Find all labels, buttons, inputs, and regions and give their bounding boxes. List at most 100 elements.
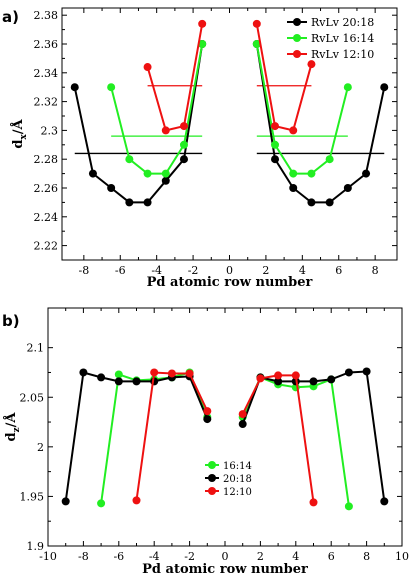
y-axis-label: dz/Å (3, 412, 22, 442)
data-point (132, 496, 141, 505)
data-point (309, 498, 318, 507)
data-point (161, 126, 170, 135)
y-tick-label: 2.28 (34, 153, 59, 166)
data-point (362, 367, 371, 376)
data-point (167, 369, 176, 378)
data-point (327, 375, 336, 384)
y-tick-label: 2.05 (20, 391, 45, 404)
series-line (241, 370, 386, 502)
y-tick-label: 1.9 (27, 540, 45, 553)
data-point (114, 377, 123, 386)
data-point (271, 140, 280, 149)
data-point (125, 198, 134, 207)
data-point (143, 169, 152, 178)
x-tick-label: 0 (222, 550, 229, 563)
legend-label: 20:18 (223, 474, 252, 485)
x-tick-label: -10 (39, 550, 57, 563)
x-tick-label: 6 (328, 550, 335, 563)
y-tick-label: 2.38 (34, 9, 59, 22)
series-line (100, 371, 209, 504)
data-point (274, 371, 283, 380)
x-tick-label: 2 (257, 550, 264, 563)
legend-marker (208, 461, 216, 469)
series-line (255, 43, 349, 175)
x-tick-label: -6 (113, 550, 124, 563)
series-line (241, 374, 315, 503)
series-line (241, 376, 350, 507)
legend-label: 12:10 (223, 487, 252, 498)
data-point (362, 169, 371, 178)
data-point (325, 155, 334, 164)
y-tick-label: 2.22 (34, 240, 59, 253)
data-point (344, 368, 353, 377)
series-line (255, 23, 313, 132)
x-tick-label: 4 (292, 550, 299, 563)
data-point (289, 126, 298, 135)
y-tick-label: 1.95 (20, 490, 45, 503)
data-point (203, 407, 212, 416)
y-tick-label: 2 (37, 441, 44, 454)
legend-marker (293, 18, 301, 26)
data-point (238, 420, 247, 429)
data-point (238, 410, 247, 419)
x-tick-label: 8 (363, 550, 370, 563)
y-tick-label: 2.34 (34, 67, 59, 80)
data-point (198, 19, 207, 28)
x-tick-label: 4 (299, 264, 306, 277)
legend-marker (293, 50, 301, 58)
x-tick-label: 2 (262, 264, 269, 277)
data-point (150, 368, 159, 377)
data-point (161, 169, 170, 178)
data-point (380, 497, 389, 506)
data-point (307, 198, 316, 207)
data-point (307, 60, 316, 69)
legend-marker (208, 474, 216, 482)
y-tick-label: 2.24 (34, 211, 59, 224)
data-point (70, 83, 79, 92)
data-point (325, 198, 334, 207)
y-tick-label: 2.32 (34, 96, 59, 109)
data-point (107, 184, 116, 192)
data-point (179, 140, 188, 149)
y-tick-label: 2.1 (27, 342, 45, 355)
data-point (97, 499, 106, 508)
panel-label: a) (2, 8, 19, 26)
data-point (88, 169, 97, 178)
x-axis-label: Pd atomic row number (142, 562, 308, 577)
x-tick-label: -4 (151, 264, 162, 277)
data-point (271, 155, 280, 164)
y-axis-label-subscript: z (12, 427, 22, 432)
legend-label: 16:14 (223, 461, 252, 472)
data-point (289, 169, 298, 178)
y-tick-label: 2.26 (34, 182, 59, 195)
data-point (132, 377, 141, 386)
y-axis-label-subscript: x (19, 134, 29, 140)
x-tick-label: -2 (188, 264, 199, 277)
data-point (343, 184, 352, 192)
y-axis-label-unit: /Å (10, 118, 26, 134)
x-tick-label: 8 (372, 264, 379, 277)
data-point (252, 19, 261, 28)
y-tick-label: 2.3 (41, 124, 59, 137)
data-point (185, 369, 194, 378)
legend-label: RvLv 12:10 (311, 48, 374, 61)
legend-marker (293, 34, 301, 42)
panel-a: -8 -6 -4 -2 0 2 4 6 8 2.22 2.24 2.26 2.28 2.3 2.32 2.34… (2, 7, 398, 290)
data-point (198, 40, 207, 48)
x-tick-label: -2 (184, 550, 195, 563)
x-tick-label: 0 (226, 264, 233, 277)
data-point (307, 169, 316, 178)
x-tick-label: -8 (78, 264, 89, 277)
data-point (274, 377, 283, 386)
series-line (146, 23, 204, 132)
data-point (179, 155, 188, 164)
x-tick-label: 6 (335, 264, 342, 277)
data-point (125, 155, 134, 164)
data-point (107, 83, 116, 92)
series-line (110, 43, 204, 175)
panel-b: -10 -8 -6 -4 -2 0 2 4 6 8 10 1.9 1.95 2 2.05 2.1 Pd atom… (2, 307, 409, 577)
x-tick-label: 10 (395, 550, 409, 563)
legend-label: RvLv 16:14 (311, 32, 374, 45)
x-tick-label: -6 (115, 264, 126, 277)
